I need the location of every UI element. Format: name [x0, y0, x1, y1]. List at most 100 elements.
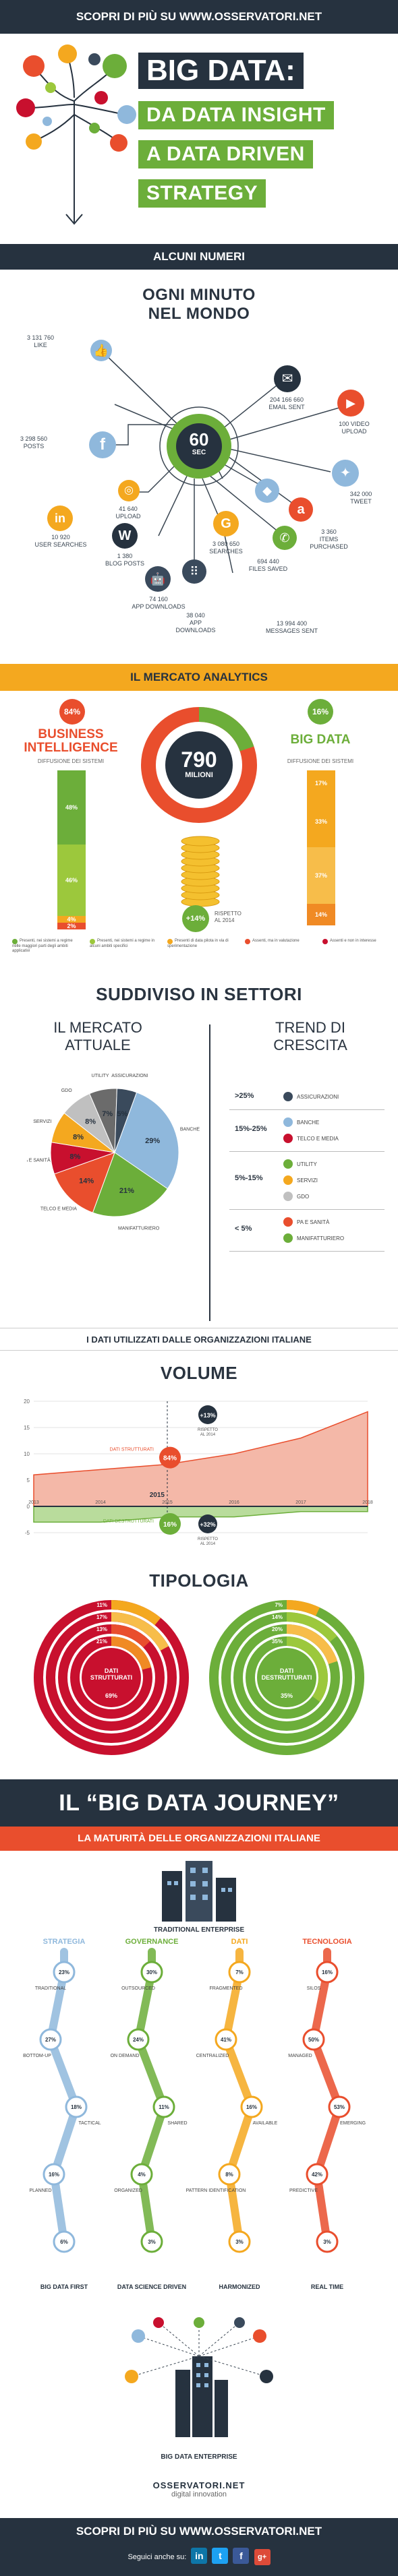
sector-icon: [283, 1092, 293, 1101]
numbers-title-line2: NEL MONDO: [148, 305, 250, 323]
stat-android-label: APP DOWNLOADS: [132, 603, 186, 610]
journey-step-node: [152, 2095, 175, 2118]
android-icon: 🤖: [145, 566, 171, 592]
stat-dropbox-value: 694 440: [257, 558, 279, 565]
twitter-icon: ✦: [332, 460, 359, 487]
journey-step-node: [215, 2028, 237, 2051]
journey-column-title: STRATEGIA: [43, 1938, 86, 1946]
linkedin-icon: in: [47, 505, 73, 531]
stat-posts-value: 3 298 560: [20, 435, 48, 442]
y-tick-label: 15: [24, 1425, 30, 1431]
bi-stacked-bar: 48% 46% 4% 2%: [57, 770, 86, 930]
journey-step-pct: 24%: [133, 2037, 144, 2043]
sector-icon: [283, 1117, 293, 1127]
bd-stacked-bar: 17% 33% 37% 14%: [307, 770, 335, 925]
journey-step-node: [140, 1961, 163, 1984]
x-tick-label: 2017: [295, 1500, 306, 1505]
hub-value: 60: [189, 429, 209, 450]
pie-category-label: GDO: [61, 1088, 73, 1093]
journey-step-pct: 16%: [246, 2104, 257, 2110]
structured-typology-rings: 11% 17% 13% 21% 69%: [34, 1600, 189, 1755]
journey-step-pct: 30%: [146, 1969, 157, 1975]
ring-value-label: 14%: [272, 1614, 283, 1620]
stat-blog-label: BLOG POSTS: [105, 560, 145, 567]
trend-sector-label: MANIFATTURIERO: [297, 1235, 345, 1241]
journey-step-node: [328, 2095, 351, 2118]
trend-sector-label: GDO: [297, 1193, 310, 1200]
journey-step-pct: 4%: [138, 2172, 146, 2178]
ring-arc: [34, 1600, 189, 1755]
journey-step-node: [306, 2163, 329, 2186]
legend-text: Presenti, nei sistemi a regime nelle mag…: [12, 939, 73, 953]
footer-site-link[interactable]: WWW.OSSERVATORI.NET: [179, 2525, 322, 2538]
traditional-enterprise-label: TRADITIONAL ENTERPRISE: [153, 1926, 245, 1934]
journey-step-node: [65, 2095, 88, 2118]
market-section: 84% BUSINESS INTELLIGENCE DIFFUSIONE DEI…: [0, 691, 398, 971]
journey-subtitle-bar: LA MATURITÀ DELLE ORGANIZZAZIONI ITALIAN…: [0, 1827, 398, 1851]
journey-step-pct: 23%: [59, 1969, 69, 1975]
stat-amazon-value: 3 360: [321, 528, 337, 535]
footer-bar: SCOPRI DI PIÙ SU WWW.OSSERVATORI.NET Seg…: [0, 2518, 398, 2576]
ring-arc: [209, 1600, 364, 1755]
journey-step-label: MANAGED: [288, 2054, 312, 2058]
trend-range: 15%-25%: [235, 1125, 267, 1133]
journey-step-label: TACTICAL: [78, 2121, 101, 2126]
journey-step-node: [302, 2028, 325, 2051]
journey-step-pct: 16%: [322, 1969, 333, 1975]
ring-value-label: 7%: [275, 1602, 283, 1608]
trend-sector-label: BANCHE: [297, 1119, 320, 1126]
bd-bar-segment: 17%: [307, 770, 335, 797]
bi-bar-segment: 48%: [57, 770, 86, 845]
hero-title-line1: BIG DATA:: [138, 53, 304, 89]
journey-column-end: HARMONIZED: [219, 2283, 260, 2290]
journey-step-pct: 8%: [225, 2172, 233, 2178]
unstructured-pct-badge: [159, 1513, 181, 1535]
hero-section: BIG DATA: DA DATA INSIGHT A DATA DRIVEN …: [0, 34, 398, 239]
market-total: 790: [181, 747, 217, 772]
header-site-link[interactable]: WWW.OSSERVATORI.NET: [179, 10, 322, 23]
typology-section: TIPOLOGIA 11% 17% 13% 21% 69% 7% 14% 20% 35% 35%…: [0, 1566, 398, 1779]
year-marker-label: 2015: [150, 1492, 165, 1499]
legend-swatch: [245, 939, 250, 944]
linkedin-social-icon[interactable]: in: [191, 2548, 208, 2564]
sectors-right-title-l2: CRESCITA: [273, 1037, 347, 1053]
numbers-network: [101, 350, 351, 574]
y-tick-label: 5: [27, 1477, 30, 1483]
y-tick-label: 0: [27, 1504, 30, 1510]
trend-sector-label: UTILITY: [297, 1161, 317, 1167]
journey-step-pct: 27%: [45, 2037, 56, 2043]
unstructured-center-label: DATI DESTRUTTURATI: [261, 1667, 312, 1681]
market-legend-item: Presenti, nei sistemi a regime nelle mag…: [12, 939, 80, 954]
ring-total-label: 69%: [105, 1692, 117, 1699]
ring-arc: [70, 1636, 152, 1719]
structured-growth-badge: [198, 1405, 217, 1424]
journey-step-node: [240, 2095, 263, 2118]
market-legend-item: Presenti di data pilota in via di sperim…: [167, 939, 235, 949]
facebook-social-icon[interactable]: f: [233, 2548, 250, 2564]
top-header: SCOPRI DI PIÙ SU WWW.OSSERVATORI.NET: [0, 0, 398, 34]
pie-category-label: MANIFATTURIERO: [118, 1226, 160, 1231]
pie-category-label: ASSICURAZIONI: [111, 1074, 148, 1078]
ring-value-label: 17%: [96, 1614, 107, 1620]
stat-twitter-label: TWEET: [350, 498, 372, 505]
stat-instagram-value: 41 640: [119, 505, 138, 512]
googleplus-social-icon[interactable]: g+: [254, 2549, 271, 2565]
footer-prefix: SCOPRI DI PIÙ SU: [76, 2525, 177, 2538]
bi-diffusion-label: DIFFUSIONE DEI SISTEMI: [37, 758, 105, 764]
twitter-social-icon[interactable]: t: [212, 2548, 229, 2564]
legend-swatch: [322, 939, 328, 944]
unstructured-series-label: DATI DESTRUTTURATI: [103, 1519, 154, 1524]
header-prefix: SCOPRI DI PIÙ SU: [76, 10, 177, 23]
bi-title-line2: INTELLIGENCE: [24, 741, 118, 755]
journey-step-node: [39, 2028, 62, 2051]
journey-step-node: [140, 2230, 163, 2253]
volume-section: VOLUME 20151050-520132014201520162017201…: [0, 1351, 398, 1566]
trend-divider: [229, 1209, 385, 1210]
bi-pct-badge: 84%: [59, 699, 85, 725]
pie-value-label: 7%: [102, 1110, 113, 1118]
sectors-section: SUDDIVISO IN SETTORI IL MERCATO ATTUALE …: [0, 971, 398, 1328]
sector-icon: [283, 1175, 293, 1185]
structured-growth-note-l2: AL 2014: [200, 1433, 216, 1437]
ring-arc: [58, 1624, 165, 1731]
x-tick-label: 2018: [362, 1500, 373, 1505]
